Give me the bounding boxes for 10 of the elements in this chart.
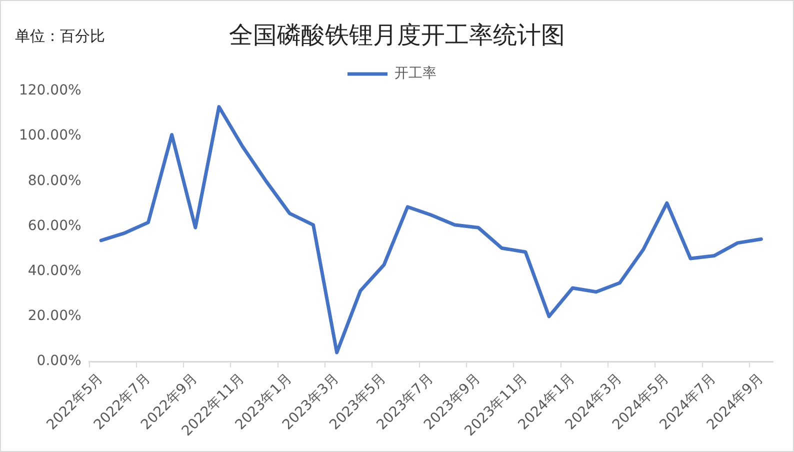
y-tick-label: 80.00% — [28, 172, 82, 189]
y-tick-label: 100.00% — [18, 128, 82, 144]
y-tick-label: 0.00% — [36, 353, 82, 370]
text: 单位：百分比 — [15, 27, 105, 46]
legend-label: 开工率 — [394, 66, 436, 82]
y-tick-label: 120.00% — [18, 82, 82, 99]
chart-title: 全国磷酸铁锂月度开工率统计图 — [229, 21, 565, 49]
y-tick-label: 60.00% — [28, 218, 82, 234]
y-tick-label: 40.00% — [28, 262, 82, 279]
y-tick-label: 20.00% — [28, 308, 82, 324]
